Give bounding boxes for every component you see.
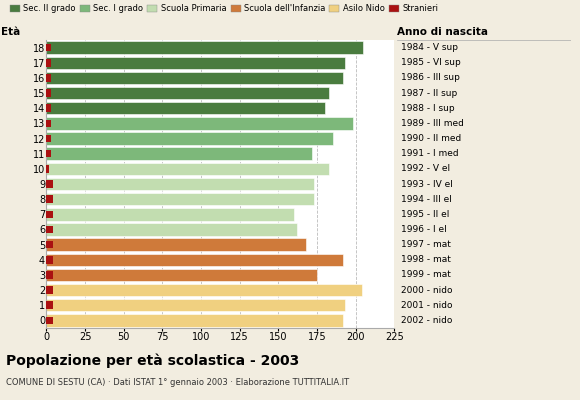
Bar: [46, 286, 53, 294]
Text: 1985 - VI sup: 1985 - VI sup: [401, 58, 461, 67]
Bar: [46, 256, 53, 264]
Text: 2001 - nido: 2001 - nido: [401, 301, 452, 310]
Bar: [46, 120, 51, 127]
Text: 1994 - III el: 1994 - III el: [401, 195, 452, 204]
Bar: [46, 193, 314, 205]
Bar: [46, 41, 364, 54]
Bar: [46, 165, 49, 173]
Text: Età: Età: [1, 27, 20, 37]
Text: 2000 - nido: 2000 - nido: [401, 286, 452, 295]
Bar: [46, 89, 51, 97]
Text: 1988 - I sup: 1988 - I sup: [401, 104, 454, 113]
Text: 1991 - I med: 1991 - I med: [401, 149, 458, 158]
Bar: [46, 238, 306, 251]
Bar: [46, 241, 53, 248]
Text: 1986 - III sup: 1986 - III sup: [401, 73, 460, 82]
Bar: [46, 302, 53, 309]
Bar: [46, 72, 343, 84]
Text: 1998 - mat: 1998 - mat: [401, 255, 451, 264]
Text: COMUNE DI SESTU (CA) · Dati ISTAT 1° gennaio 2003 · Elaborazione TUTTITALIA.IT: COMUNE DI SESTU (CA) · Dati ISTAT 1° gen…: [6, 378, 349, 387]
Text: 1996 - I el: 1996 - I el: [401, 225, 447, 234]
Bar: [46, 56, 345, 69]
Text: Popolazione per età scolastica - 2003: Popolazione per età scolastica - 2003: [6, 354, 299, 368]
Text: 1987 - II sup: 1987 - II sup: [401, 88, 457, 98]
Bar: [46, 284, 362, 296]
Text: 1990 - II med: 1990 - II med: [401, 134, 461, 143]
Bar: [46, 223, 297, 236]
Bar: [46, 74, 51, 82]
Bar: [46, 195, 53, 203]
Bar: [46, 87, 329, 99]
Text: 1993 - IV el: 1993 - IV el: [401, 180, 452, 188]
Bar: [46, 163, 329, 175]
Bar: [46, 132, 332, 145]
Text: 1995 - II el: 1995 - II el: [401, 210, 449, 219]
Bar: [46, 180, 53, 188]
Text: 1997 - mat: 1997 - mat: [401, 240, 451, 249]
Text: Anno di nascita: Anno di nascita: [397, 27, 488, 37]
Bar: [46, 314, 343, 327]
Bar: [46, 317, 53, 324]
Bar: [46, 59, 51, 66]
Text: 1984 - V sup: 1984 - V sup: [401, 43, 458, 52]
Bar: [46, 102, 325, 114]
Bar: [46, 208, 294, 220]
Bar: [46, 271, 53, 279]
Bar: [46, 299, 345, 312]
Text: 1989 - III med: 1989 - III med: [401, 119, 463, 128]
Bar: [46, 210, 53, 218]
Bar: [46, 226, 53, 233]
Bar: [46, 254, 343, 266]
Bar: [46, 135, 51, 142]
Text: 2002 - nido: 2002 - nido: [401, 316, 452, 325]
Bar: [46, 117, 353, 130]
Bar: [46, 269, 317, 281]
Bar: [46, 178, 314, 190]
Bar: [46, 104, 51, 112]
Bar: [46, 148, 313, 160]
Legend: Sec. II grado, Sec. I grado, Scuola Primaria, Scuola dell'Infanzia, Asilo Nido, : Sec. II grado, Sec. I grado, Scuola Prim…: [10, 4, 438, 13]
Bar: [46, 44, 51, 51]
Bar: [46, 150, 51, 158]
Text: 1999 - mat: 1999 - mat: [401, 270, 451, 280]
Text: 1992 - V el: 1992 - V el: [401, 164, 450, 173]
